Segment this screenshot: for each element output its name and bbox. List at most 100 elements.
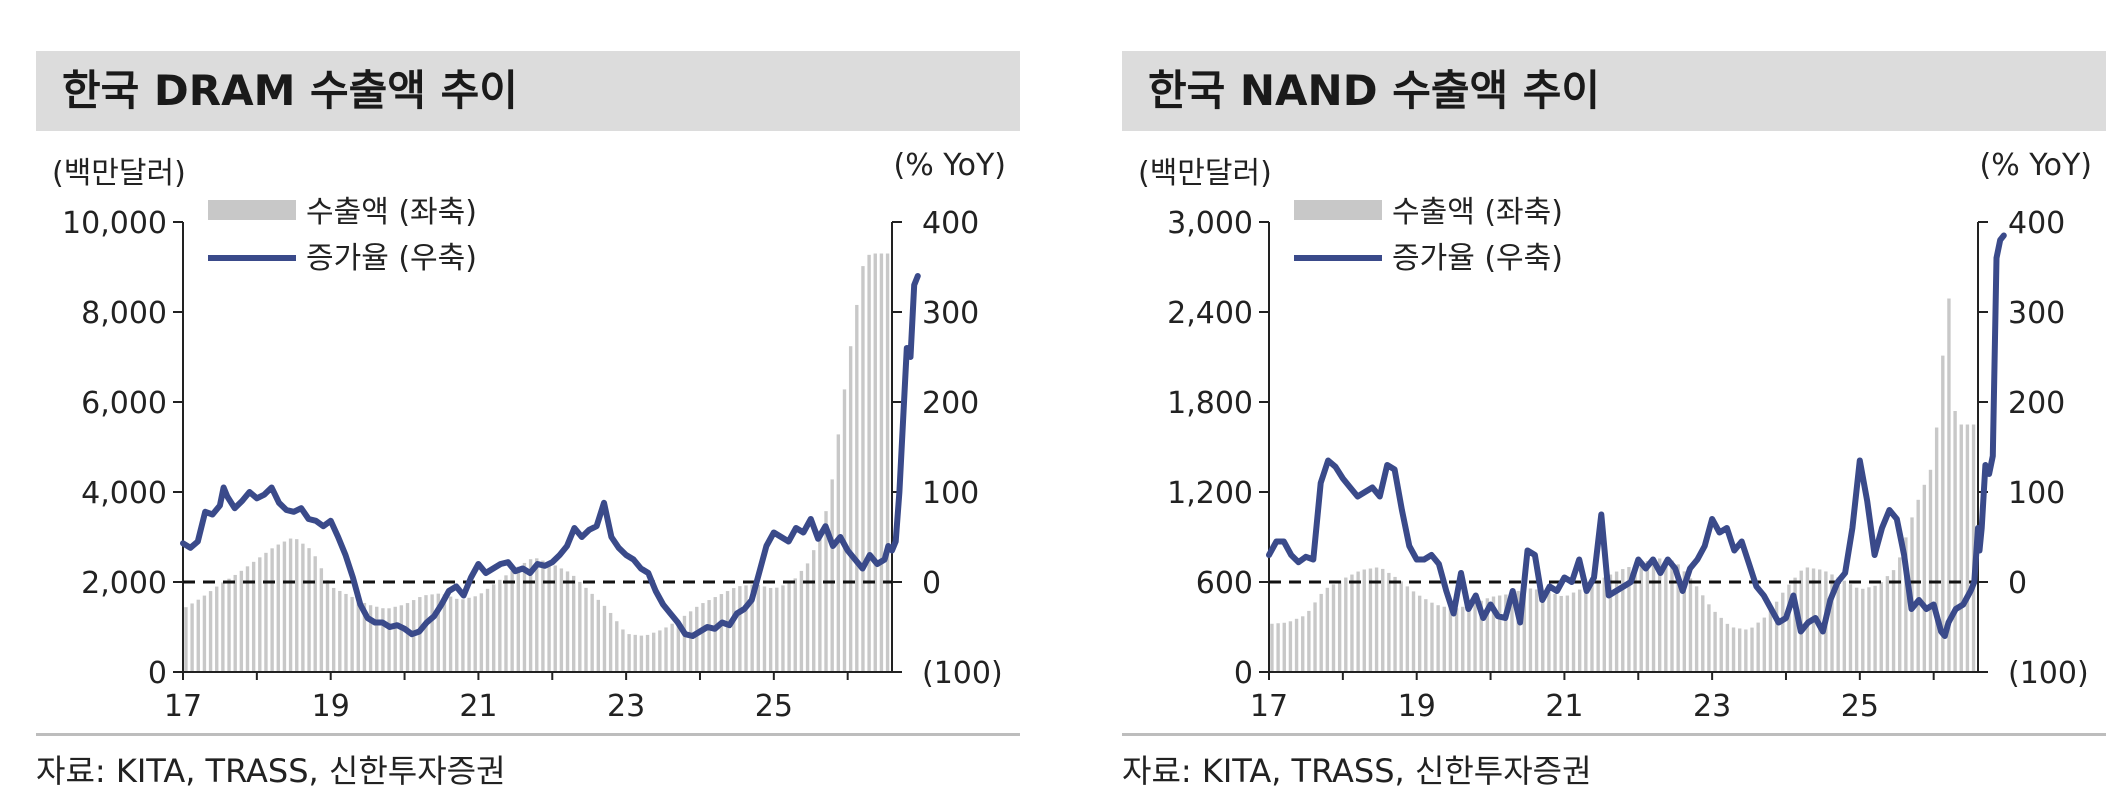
export-bar [756, 584, 761, 672]
export-bar [1393, 576, 1397, 672]
export-bar [1781, 592, 1785, 672]
export-bar [325, 580, 330, 672]
export-bar [615, 621, 619, 672]
export-bar [1337, 580, 1342, 672]
export-bar [732, 588, 736, 672]
export-bar [1694, 586, 1699, 672]
export-bar [559, 568, 564, 672]
export-bar [190, 603, 194, 672]
export-bar [350, 596, 354, 672]
export-bar [295, 539, 299, 672]
export-bar [208, 591, 213, 672]
export-bar [633, 634, 637, 672]
export-bar [1762, 617, 1767, 672]
export-bar [1848, 584, 1853, 672]
right-tick-label: 100 [922, 476, 979, 511]
export-bar [258, 557, 262, 672]
export-bar [867, 254, 871, 672]
export-bar [270, 548, 274, 672]
export-bar [1854, 587, 1859, 672]
export-bar [473, 596, 477, 672]
export-bar [1725, 623, 1730, 672]
export-bar [510, 570, 514, 672]
x-tick-label: 17 [1250, 689, 1288, 720]
export-bar [1688, 578, 1693, 672]
export-bar [855, 304, 859, 672]
export-bar [1381, 568, 1385, 672]
export-bar [1294, 618, 1299, 672]
export-bar [362, 602, 367, 672]
x-tick-label: 21 [1545, 689, 1583, 720]
right-tick-label: (100) [922, 656, 1003, 691]
export-bar [1971, 424, 1976, 672]
export-bar [1399, 581, 1403, 672]
source-note: 자료: KITA, TRASS, 신한투자증권 [1122, 752, 1592, 790]
export-bar [1768, 610, 1773, 672]
export-bar [1356, 571, 1360, 672]
export-bar [233, 574, 237, 672]
x-tick-label: 25 [755, 689, 793, 720]
export-bar [264, 552, 268, 672]
chart-title: 한국 NAND 수출액 추이 [1148, 66, 1601, 115]
export-bar [1374, 567, 1379, 672]
export-bar [1547, 591, 1551, 672]
export-bar [1614, 571, 1619, 672]
export-bar [1639, 563, 1643, 672]
export-bar [812, 550, 816, 672]
export-bar [381, 608, 385, 672]
export-bar [1861, 588, 1865, 672]
export-bar [664, 627, 668, 672]
export-bar [799, 570, 804, 672]
export-bar [356, 599, 360, 672]
export-bar [541, 560, 545, 672]
left-tick-label: 0 [148, 656, 167, 691]
export-bar [553, 565, 557, 672]
export-bar [1473, 603, 1477, 672]
export-bar [1916, 499, 1920, 672]
export-bar [762, 586, 767, 672]
source-divider [1122, 733, 2106, 736]
export-bar [301, 543, 305, 672]
export-bar [1448, 608, 1453, 672]
right-axis-unit: (% YoY) [1979, 148, 2092, 183]
dram-chart-svg: 0 2,000 4,000 6,000 8,000 10,000 (100) 0 100 200 3… [62, 190, 1003, 720]
right-tick-label: 200 [2008, 386, 2065, 421]
export-bar [1596, 580, 1600, 672]
export-bar [1756, 622, 1760, 672]
export-bar [1953, 411, 1957, 672]
export-bar [368, 605, 373, 672]
export-bar [688, 611, 693, 672]
export-bar [528, 559, 533, 672]
export-bar [1664, 559, 1668, 672]
export-bar [479, 593, 484, 672]
left-tick-label: 1,800 [1167, 386, 1253, 421]
export-bar [1934, 427, 1939, 672]
x-tick-label: 25 [1841, 689, 1879, 720]
left-tick-label: 4,000 [81, 476, 167, 511]
export-bar [1497, 595, 1502, 672]
export-bar [639, 635, 644, 672]
export-bar [1744, 629, 1748, 672]
export-bar [1750, 627, 1754, 672]
export-bar [848, 346, 853, 672]
export-bar [744, 585, 748, 672]
export-bar [245, 566, 250, 672]
export-bar [344, 593, 348, 672]
export-bar [1571, 592, 1576, 672]
export-bar [1682, 571, 1686, 672]
export-bar [288, 538, 293, 672]
x-tick-label: 23 [1693, 689, 1731, 720]
export-bar [448, 596, 453, 672]
legend-line-label: 증가율 (우축) [1392, 241, 1563, 276]
left-tick-label: 0 [1234, 656, 1253, 691]
left-tick-label: 10,000 [62, 206, 167, 241]
export-bar [1645, 561, 1650, 672]
export-bar [239, 570, 244, 672]
export-bar [535, 558, 539, 672]
export-bar [1590, 583, 1594, 672]
export-bar [1879, 582, 1883, 672]
export-bar [775, 587, 779, 672]
export-bar [393, 606, 397, 672]
export-bar [338, 590, 342, 672]
export-bar [1362, 569, 1366, 672]
